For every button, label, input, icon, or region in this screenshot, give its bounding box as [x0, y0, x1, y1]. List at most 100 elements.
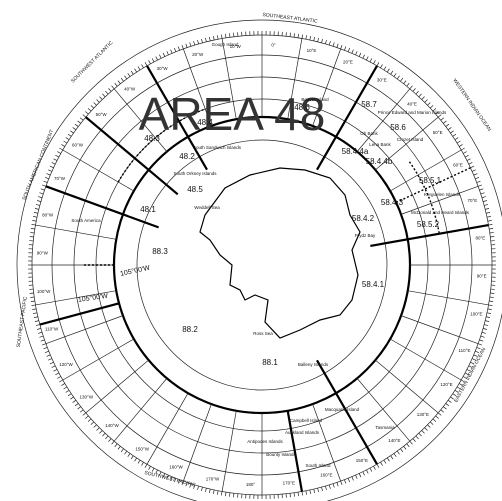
degree-tick	[298, 34, 299, 38]
degree-tick	[32, 224, 36, 225]
degree-tick	[45, 177, 49, 178]
degree-tick	[97, 428, 100, 431]
area-label: 58.4.4b	[366, 157, 393, 166]
degree-tick	[52, 162, 56, 164]
place-label: Prydz Bay	[355, 233, 376, 238]
degree-tick	[333, 42, 334, 46]
degree-tick	[138, 67, 140, 70]
meridian	[401, 316, 478, 344]
degree-tick	[39, 336, 43, 337]
degree-tick	[94, 102, 97, 105]
degree-tick	[490, 232, 494, 233]
area-label: 48.3	[144, 134, 160, 143]
degree-tick	[115, 444, 118, 447]
degree-tick	[48, 359, 52, 361]
degree-tick	[470, 166, 474, 168]
longitude-label: 30°E	[377, 78, 387, 83]
degree-tick	[430, 422, 433, 425]
degree-tick	[433, 419, 436, 422]
degree-tick	[422, 430, 425, 433]
place-label: Ross Sea	[253, 331, 273, 336]
place-label: Balleny Islands	[298, 362, 329, 367]
ocean-label: SOUTHEAST ATLANTIC	[262, 12, 318, 25]
degree-tick	[38, 197, 42, 198]
area-label: 58.4.2	[352, 214, 375, 223]
degree-tick	[413, 439, 416, 442]
degree-tick	[91, 422, 94, 425]
place-label: Bounty Islands	[266, 452, 296, 457]
degree-tick	[44, 347, 48, 348]
degree-tick	[457, 141, 460, 143]
degree-tick	[70, 397, 73, 399]
degree-tick	[484, 204, 488, 205]
longitude-label: 20°E	[343, 60, 353, 65]
degree-tick	[44, 181, 48, 182]
longitude-label: 140°E	[388, 438, 400, 443]
page: 10°W20°W30°W40°W50°W60°W70°W80°W90°W100°…	[0, 0, 502, 501]
meridian	[390, 339, 461, 380]
degree-tick	[359, 473, 361, 477]
degree-tick	[115, 83, 118, 86]
degree-tick	[99, 97, 102, 100]
place-label: Prince Edward and Marion Islands	[378, 110, 447, 115]
degree-tick	[453, 134, 456, 136]
degree-tick	[36, 325, 40, 326]
degree-tick	[489, 224, 493, 225]
place-label: Bouvet Island	[301, 97, 329, 102]
antarctic-map: 10°W20°W30°W40°W50°W60°W70°W80°W90°W100°…	[0, 0, 502, 501]
degree-tick	[145, 62, 147, 65]
longitude-label: 80°W	[42, 213, 54, 218]
degree-tick	[380, 462, 382, 465]
degree-tick	[450, 131, 453, 133]
degree-tick	[88, 108, 91, 111]
degree-tick	[404, 446, 406, 449]
longitude-label: 60°W	[72, 142, 84, 147]
degree-tick	[478, 344, 482, 345]
degree-tick	[32, 220, 36, 221]
degree-tick	[131, 71, 133, 74]
longitude-label: 180°	[246, 482, 256, 487]
degree-tick	[348, 48, 349, 52]
degree-tick	[374, 466, 376, 469]
degree-tick	[174, 48, 175, 52]
degree-tick	[302, 492, 303, 496]
degree-tick	[438, 413, 441, 416]
degree-tick	[209, 489, 210, 493]
degree-tick	[141, 64, 143, 67]
meridian	[375, 360, 438, 413]
degree-tick	[363, 55, 365, 59]
degree-tick	[419, 94, 422, 97]
degree-tick	[73, 400, 76, 402]
longitude-label: 70°E	[467, 198, 477, 203]
degree-tick	[145, 464, 147, 467]
degree-tick	[205, 488, 206, 492]
degree-tick	[400, 78, 402, 81]
degree-tick	[482, 197, 486, 198]
degree-tick	[94, 425, 97, 428]
place-label: Auckland Islands	[285, 430, 320, 435]
place-label: Weddell Sea	[194, 205, 220, 210]
degree-tick	[479, 340, 483, 341]
degree-tick	[33, 216, 37, 217]
degree-tick	[441, 410, 444, 413]
degree-tick	[465, 155, 469, 157]
longitude-label: 70°W	[54, 176, 66, 181]
degree-tick	[384, 67, 386, 70]
area-label: 48.5	[187, 185, 203, 194]
degree-tick	[348, 478, 349, 482]
degree-tick	[39, 193, 43, 194]
degree-tick	[485, 208, 489, 209]
area-label: 58.5.1	[419, 176, 442, 185]
degree-tick	[112, 441, 115, 444]
place-label: Ob Bank	[360, 131, 378, 136]
longitude-label: 170°E	[283, 481, 295, 486]
degree-tick	[124, 76, 126, 79]
longitude-label: 90°E	[477, 274, 487, 279]
degree-tick	[416, 436, 419, 439]
degree-tick	[141, 462, 143, 465]
degree-tick	[121, 78, 123, 81]
antarctica	[200, 168, 360, 338]
longitude-label: 150°E	[356, 458, 368, 463]
degree-tick	[448, 400, 451, 402]
degree-tick	[221, 35, 222, 39]
